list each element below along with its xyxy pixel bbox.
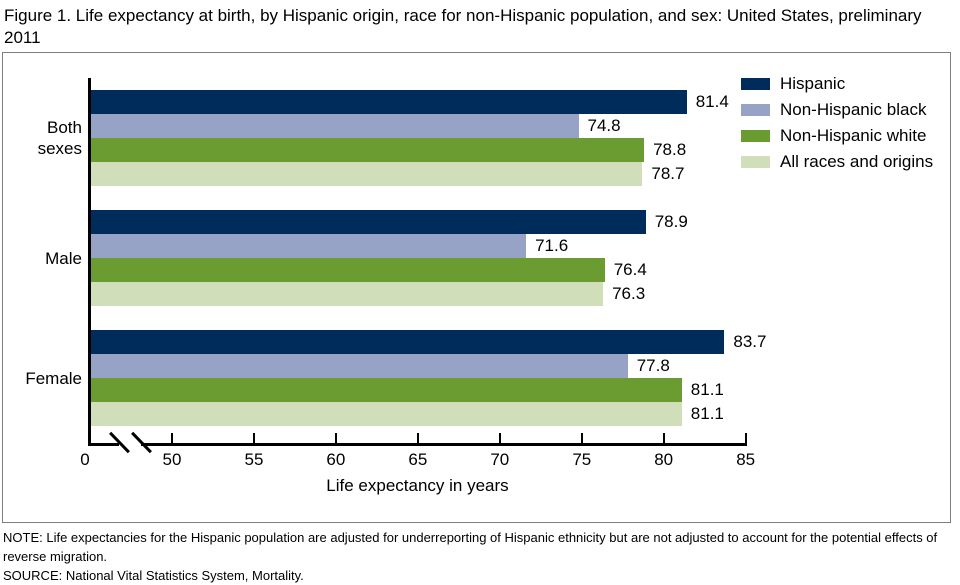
value-label: 81.1 xyxy=(690,380,724,399)
legend: Hispanic Non-Hispanic black Non-Hispanic w… xyxy=(741,71,933,175)
category-label-male: Male xyxy=(45,248,82,268)
bar-both-sexes-hispanic xyxy=(91,90,687,114)
x-tick xyxy=(334,433,337,443)
bar-male-non-hispanic-white xyxy=(91,258,605,282)
x-tick-label: 0 xyxy=(80,450,90,469)
value-label: 78.8 xyxy=(653,140,687,159)
axis-break-gap xyxy=(119,442,141,447)
x-tick-label: 65 xyxy=(408,450,428,469)
x-tick xyxy=(744,433,747,443)
x-tick xyxy=(253,433,255,443)
x-tick-label: 80 xyxy=(654,450,674,469)
value-label: 74.8 xyxy=(587,116,621,135)
legend-swatch xyxy=(741,104,770,116)
value-label: 81.4 xyxy=(695,92,729,111)
value-label: 76.3 xyxy=(612,284,646,303)
x-tick-label: 55 xyxy=(244,450,264,469)
x-tick xyxy=(416,433,419,443)
legend-item-non-hispanic-black: Non-Hispanic black xyxy=(741,97,933,123)
legend-item-non-hispanic-white: Non-Hispanic white xyxy=(741,123,933,149)
legend-item-all-races-and-origins: All races and origins xyxy=(741,149,933,175)
legend-item-hispanic: Hispanic xyxy=(741,71,933,97)
figure-title: Figure 1. Life expectancy at birth, by H… xyxy=(4,6,922,47)
legend-label: Hispanic xyxy=(780,74,846,93)
category-label-both-sexes: Both sexes xyxy=(37,118,82,158)
y-axis-line xyxy=(88,78,91,446)
bar-male-non-hispanic-black xyxy=(91,234,527,258)
bar-male-all-races-and-origins xyxy=(91,282,604,306)
value-label: 78.7 xyxy=(651,164,685,183)
x-axis-title: Life expectancy in years xyxy=(326,476,509,495)
source-text: SOURCE: National Vital Statistics System… xyxy=(3,568,304,583)
bar-female-all-races-and-origins xyxy=(91,402,682,426)
bar-both-sexes-all-races-and-origins xyxy=(91,162,643,186)
legend-label: Non-Hispanic black xyxy=(780,100,927,119)
category-label-female: Female xyxy=(25,368,82,388)
legend-label: All races and origins xyxy=(780,152,934,171)
bar-female-hispanic xyxy=(91,330,725,354)
x-tick-label: 85 xyxy=(736,450,756,469)
value-label: 81.1 xyxy=(690,404,724,423)
bar-male-hispanic xyxy=(91,210,646,234)
value-label: 77.8 xyxy=(636,356,670,375)
x-tick xyxy=(662,433,665,443)
value-label: 78.9 xyxy=(654,212,688,231)
legend-swatch xyxy=(741,156,770,168)
bar-female-non-hispanic-black xyxy=(91,354,628,378)
note-text: NOTE: Life expectancies for the Hispanic… xyxy=(3,530,938,564)
x-axis-line xyxy=(88,443,747,446)
x-tick-label: 60 xyxy=(326,450,346,469)
x-tick xyxy=(171,433,173,443)
x-tick xyxy=(498,433,501,443)
value-label: 76.4 xyxy=(613,260,647,279)
x-tick-label: 70 xyxy=(490,450,510,469)
legend-swatch xyxy=(741,130,770,142)
value-label: 71.6 xyxy=(535,236,569,255)
bar-both-sexes-non-hispanic-black xyxy=(91,114,579,138)
x-tick xyxy=(580,433,583,443)
legend-swatch xyxy=(741,78,770,90)
bar-both-sexes-non-hispanic-white xyxy=(91,138,645,162)
legend-label: Non-Hispanic white xyxy=(780,126,927,145)
x-tick-label: 75 xyxy=(572,450,592,469)
x-tick-label: 50 xyxy=(162,450,182,469)
value-label: 83.7 xyxy=(733,332,767,351)
bar-female-non-hispanic-white xyxy=(91,378,682,402)
